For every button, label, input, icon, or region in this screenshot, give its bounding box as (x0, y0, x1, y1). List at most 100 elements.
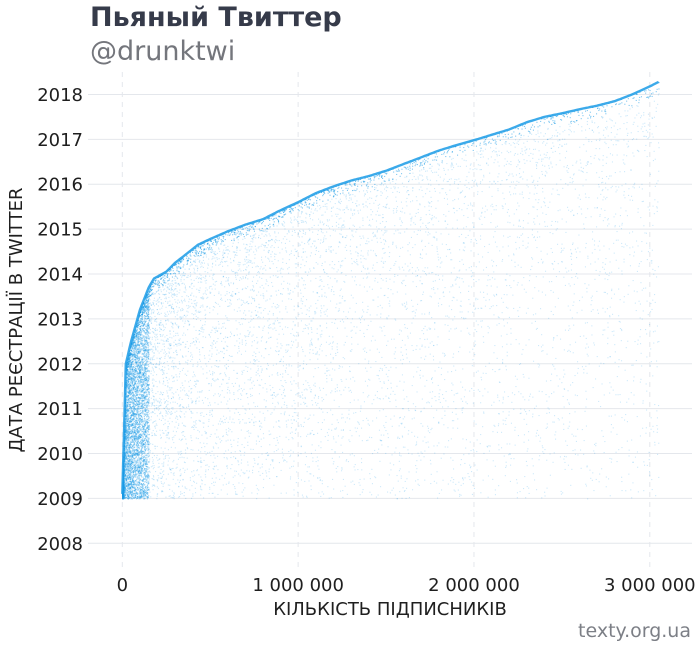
scatter-point (551, 147, 553, 149)
scatter-point (264, 308, 266, 310)
scatter-point (279, 212, 281, 214)
scatter-point (601, 383, 603, 385)
scatter-point (153, 420, 155, 422)
scatter-point (462, 249, 464, 251)
scatter-point (249, 261, 251, 263)
scatter-point (143, 428, 145, 430)
scatter-point (165, 354, 167, 356)
scatter-point (154, 446, 156, 448)
scatter-point (194, 261, 196, 263)
scatter-point (606, 105, 608, 107)
scatter-point (290, 333, 292, 335)
scatter-point (441, 367, 443, 369)
scatter-point (214, 457, 216, 459)
scatter-point (351, 435, 353, 437)
scatter-point (345, 274, 347, 276)
scatter-point (470, 466, 472, 468)
scatter-point (275, 290, 277, 292)
scatter-point (235, 293, 237, 295)
scatter-point (136, 444, 138, 446)
scatter-point (362, 348, 364, 350)
scatter-point (328, 428, 330, 430)
scatter-point (128, 361, 130, 363)
scatter-point (602, 189, 604, 191)
scatter-point (261, 369, 263, 371)
scatter-point (610, 386, 612, 388)
scatter-point (131, 364, 133, 366)
scatter-point (125, 422, 127, 424)
scatter-point (603, 196, 605, 198)
scatter-point (398, 425, 400, 427)
scatter-point (483, 174, 485, 176)
scatter-point (405, 201, 407, 203)
scatter-point (415, 270, 417, 272)
scatter-point (518, 133, 520, 135)
scatter-point (159, 458, 161, 460)
scatter-point (130, 478, 132, 480)
scatter-point (145, 320, 147, 322)
scatter-point (490, 285, 492, 287)
scatter-point (204, 484, 206, 486)
scatter-point (147, 309, 149, 311)
scatter-point (639, 435, 641, 437)
scatter-point (160, 411, 162, 413)
scatter-point (349, 197, 351, 199)
scatter-point (567, 206, 569, 208)
scatter-point (338, 186, 340, 188)
scatter-point (653, 273, 655, 275)
scatter-point (655, 495, 657, 497)
scatter-point (128, 454, 130, 456)
scatter-point (469, 464, 471, 466)
scatter-point (198, 349, 200, 351)
scatter-point (128, 372, 130, 374)
scatter-point (248, 335, 250, 337)
scatter-point (183, 332, 185, 334)
scatter-point (314, 311, 316, 313)
scatter-point (248, 476, 250, 478)
scatter-point (182, 275, 184, 277)
scatter-point (313, 434, 315, 436)
scatter-point (237, 269, 239, 271)
scatter-point (629, 199, 631, 201)
scatter-point (460, 292, 462, 294)
scatter-point (294, 230, 296, 232)
scatter-point (469, 230, 471, 232)
scatter-point (306, 199, 308, 201)
scatter-point (238, 388, 240, 390)
scatter-point (262, 220, 264, 222)
scatter-point (376, 237, 378, 239)
scatter-point (591, 300, 593, 302)
scatter-point (140, 345, 142, 347)
scatter-point (124, 426, 126, 428)
scatter-point (570, 123, 572, 125)
scatter-point (476, 182, 478, 184)
scatter-point (194, 310, 196, 312)
scatter-point (140, 464, 142, 466)
scatter-point (594, 207, 596, 209)
scatter-point (184, 291, 186, 293)
scatter-point (209, 404, 211, 406)
scatter-point (432, 159, 434, 161)
scatter-point (148, 454, 150, 456)
scatter-point (373, 299, 375, 301)
scatter-point (602, 199, 604, 201)
scatter-point (647, 138, 649, 140)
scatter-point (526, 179, 528, 181)
scatter-point (229, 418, 231, 420)
scatter-point (525, 411, 527, 413)
scatter-point (142, 345, 144, 347)
scatter-point (140, 457, 142, 459)
scatter-point (395, 183, 397, 185)
scatter-point (506, 443, 508, 445)
scatter-point (148, 376, 150, 378)
scatter-point (551, 393, 553, 395)
scatter-point (176, 389, 178, 391)
scatter-point (271, 282, 273, 284)
scatter-point (542, 191, 544, 193)
scatter-point (306, 213, 308, 215)
scatter-point (127, 461, 129, 463)
scatter-point (138, 467, 140, 469)
scatter-point (125, 409, 127, 411)
scatter-point (231, 271, 233, 273)
scatter-point (307, 433, 309, 435)
